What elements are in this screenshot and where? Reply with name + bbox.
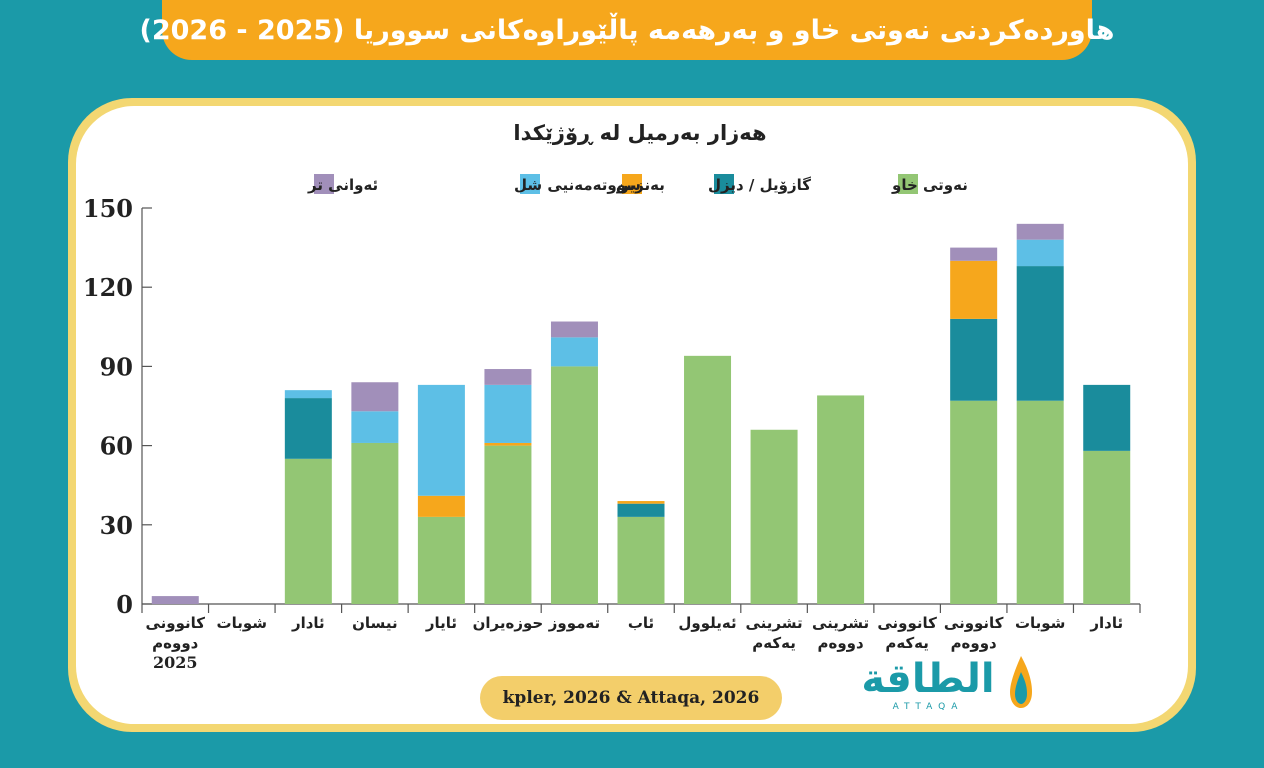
x-tick-label: حوزەیران: [473, 614, 544, 632]
bar-segment: [1016, 239, 1064, 267]
bar-segment: [617, 516, 665, 604]
bar-segment: [684, 355, 732, 604]
bar-segment: [1016, 266, 1064, 401]
x-tick-label: ئایار: [425, 614, 457, 632]
x-tick-label: تشرینی: [812, 614, 869, 632]
y-tick-label: 30: [100, 511, 133, 540]
flame-drop-icon: [1010, 656, 1032, 708]
y-tick-label: 0: [116, 590, 133, 619]
title-banner: هاوردەکردنی نەوتی خاو و بەرهەمە پاڵێوراو…: [140, 0, 1115, 60]
legend-label: بەنزین: [616, 176, 665, 194]
x-tick-label: تەمووز: [548, 614, 600, 632]
x-tick-label: یەکەم: [885, 634, 929, 652]
x-tick-label: دووەم: [817, 634, 863, 652]
source-pill: kpler, 2026 & Attaqa, 2026: [480, 676, 782, 720]
bar-segment: [550, 337, 598, 367]
bar-segment: [484, 369, 532, 385]
legend-swatch: [714, 174, 734, 194]
bar-segment: [950, 400, 998, 604]
bar-segment: [484, 445, 532, 604]
bar-segment: [950, 318, 998, 401]
x-tick-label: شوبات: [1015, 614, 1066, 632]
x-tick-label: دووەم: [951, 634, 997, 652]
legend-swatch: [314, 174, 334, 194]
x-tick-label: شوبات: [217, 614, 268, 632]
legend-label: ئەوانی تر: [307, 176, 378, 194]
bar-segment: [284, 458, 332, 604]
bar-segment: [284, 390, 332, 399]
bar-segment: [950, 247, 998, 261]
source-text: kpler, 2026 & Attaqa, 2026: [502, 688, 760, 708]
y-tick-label: 90: [100, 352, 133, 381]
bar-segment: [417, 516, 465, 604]
x-tick-label: ئەیلوول: [678, 614, 736, 632]
x-tick-label: دووەم: [152, 634, 198, 652]
logo-subtext: ATTAQA: [892, 702, 964, 712]
x-tick-label: ئاب: [628, 614, 654, 632]
bar-segment: [617, 503, 665, 517]
legend-label: سووتەمەنیی شل: [514, 176, 641, 194]
bar-segment: [351, 382, 399, 412]
bar-segment: [950, 260, 998, 319]
chart-panel-inner: [76, 106, 1188, 724]
x-tick-label: تشرینی: [745, 614, 802, 632]
x-tick-label: ئادار: [1089, 614, 1123, 632]
bar-segment: [484, 442, 532, 446]
x-tick-label: نیسان: [352, 614, 397, 632]
bar-segment: [750, 429, 798, 604]
y-tick-label: 60: [100, 432, 133, 461]
legend-swatch: [898, 174, 918, 194]
bar-segment: [284, 398, 332, 459]
bar-segment: [351, 442, 399, 604]
bar-segment: [550, 366, 598, 604]
x-tick-label: ئادار: [291, 614, 325, 632]
chart-title: هەزار بەرمیل لە ڕۆژێکدا: [513, 121, 766, 145]
bar-segment: [550, 321, 598, 338]
bar-segment: [817, 395, 865, 604]
bar-segment: [1083, 384, 1131, 451]
bar-segment: [1016, 223, 1064, 240]
bar-segment: [484, 384, 532, 443]
chart-panel: [68, 98, 1196, 732]
legend-swatch: [520, 174, 540, 194]
bar-segment: [417, 495, 465, 517]
legend-label: نەوتی خاو: [891, 176, 968, 194]
bar-segment: [151, 596, 199, 604]
x-tick-label: کانوونی: [944, 614, 1004, 632]
y-tick-label: 120: [83, 273, 133, 302]
x-tick-label: 2025: [153, 653, 198, 672]
bar-segment: [1016, 400, 1064, 604]
legend-swatch: [622, 174, 642, 194]
y-tick-label: 150: [83, 194, 133, 223]
x-tick-label: کانوونی: [877, 614, 937, 632]
legend-label: گازۆیل / دیزل: [708, 176, 811, 194]
x-tick-label: کانوونی: [146, 614, 206, 632]
logo-text: الطاقة: [861, 656, 995, 702]
bar-segment: [1083, 450, 1131, 604]
x-tick-label: یەکەم: [752, 634, 796, 652]
bar-segment: [617, 501, 665, 504]
attaqa-logo: الطاقة ATTAQA: [848, 652, 1038, 718]
bar-segment: [351, 411, 399, 443]
page-title: هاوردەکردنی نەوتی خاو و بەرهەمە پاڵێوراو…: [139, 14, 1115, 46]
bar-segment: [417, 384, 465, 496]
